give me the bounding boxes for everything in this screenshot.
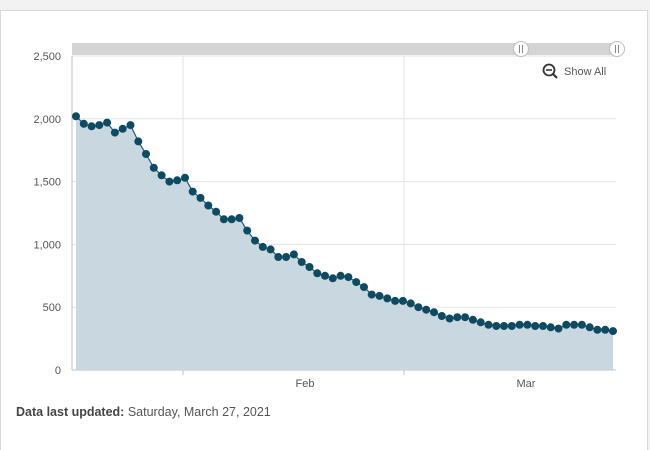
data-point[interactable]	[546, 323, 555, 332]
data-point[interactable]	[227, 215, 236, 224]
data-point[interactable]	[196, 193, 205, 202]
data-point[interactable]	[539, 322, 547, 330]
data-point[interactable]	[243, 226, 252, 235]
data-point[interactable]	[142, 150, 150, 158]
x-axis: Feb Mar	[182, 370, 536, 390]
data-point[interactable]	[72, 112, 80, 121]
data-point[interactable]	[251, 236, 259, 245]
data-point[interactable]	[398, 296, 407, 305]
y-tick-label: 1,500	[33, 177, 61, 189]
data-point[interactable]	[445, 314, 454, 323]
data-point[interactable]	[570, 320, 579, 329]
range-handle-left[interactable]	[513, 41, 529, 57]
data-point[interactable]	[110, 128, 119, 137]
y-axis: 0 500 1,000 1,500 2,000 2,500	[33, 51, 61, 377]
y-tick-label: 2,500	[33, 51, 61, 63]
last-updated-label: Data last updated:	[16, 405, 125, 419]
data-point[interactable]	[562, 320, 571, 329]
data-point[interactable]	[422, 305, 431, 314]
data-point[interactable]	[103, 118, 112, 127]
range-scrollbar[interactable]	[72, 43, 620, 55]
data-point[interactable]	[414, 303, 423, 312]
data-point[interactable]	[531, 322, 540, 330]
data-point[interactable]	[367, 290, 376, 299]
data-point[interactable]	[585, 323, 594, 332]
data-point[interactable]	[430, 308, 438, 317]
data-point[interactable]	[383, 294, 392, 303]
data-point[interactable]	[258, 242, 267, 251]
data-point[interactable]	[609, 327, 617, 336]
data-points	[72, 112, 617, 336]
data-point[interactable]	[219, 215, 228, 224]
data-point[interactable]	[453, 313, 462, 322]
data-point[interactable]	[126, 121, 135, 130]
y-tick-label: 1,000	[33, 239, 61, 251]
data-point[interactable]	[437, 312, 446, 320]
data-point[interactable]	[282, 253, 291, 261]
data-point[interactable]	[523, 320, 532, 329]
area-fill	[76, 116, 613, 370]
show-all-label[interactable]: Show All	[564, 66, 606, 78]
data-point[interactable]	[461, 313, 470, 322]
data-point[interactable]	[134, 137, 143, 146]
data-point[interactable]	[476, 318, 485, 327]
data-point[interactable]	[500, 322, 508, 330]
range-handle-right[interactable]	[609, 41, 625, 57]
data-point[interactable]	[484, 320, 493, 329]
data-point[interactable]	[95, 121, 104, 130]
data-point[interactable]	[289, 250, 298, 259]
data-point[interactable]	[297, 258, 306, 266]
y-tick-label: 500	[43, 302, 61, 314]
data-point[interactable]	[360, 283, 368, 292]
data-point[interactable]	[173, 176, 182, 185]
data-point[interactable]	[336, 271, 345, 280]
data-point[interactable]	[601, 325, 610, 334]
data-point[interactable]	[313, 269, 322, 278]
data-point[interactable]	[79, 119, 88, 128]
data-point[interactable]	[492, 322, 501, 330]
data-point[interactable]	[344, 273, 353, 282]
data-point[interactable]	[406, 299, 415, 308]
data-point[interactable]	[188, 187, 197, 196]
data-point[interactable]	[375, 291, 384, 300]
data-point[interactable]	[577, 320, 586, 329]
data-point[interactable]	[157, 171, 166, 180]
data-point[interactable]	[212, 207, 221, 216]
data-point[interactable]	[118, 124, 127, 133]
data-point[interactable]	[204, 201, 213, 210]
data-point[interactable]	[468, 315, 477, 324]
y-tick-label: 0	[55, 365, 61, 377]
data-point[interactable]	[391, 296, 400, 305]
data-point[interactable]	[266, 245, 275, 254]
last-updated-value: Saturday, March 27, 2021	[127, 405, 271, 419]
data-point[interactable]	[593, 325, 602, 334]
x-tick-label: Feb	[296, 378, 315, 390]
data-point[interactable]	[515, 320, 524, 329]
zoom-out-icon	[542, 63, 558, 79]
y-tick-label: 2,000	[33, 114, 61, 126]
data-point[interactable]	[181, 173, 189, 182]
top-strip	[0, 0, 650, 10]
data-point[interactable]	[235, 214, 244, 222]
data-point[interactable]	[274, 253, 283, 261]
data-point[interactable]	[149, 163, 158, 172]
x-tick-label: Mar	[517, 378, 536, 390]
data-point[interactable]	[328, 274, 337, 283]
data-point[interactable]	[352, 278, 361, 287]
last-updated: Data last updated: Saturday, March 27, 2…	[16, 405, 271, 419]
show-all-button[interactable]: Show All	[542, 63, 607, 79]
data-point[interactable]	[165, 177, 174, 186]
data-point[interactable]	[305, 263, 314, 271]
data-point[interactable]	[87, 122, 96, 131]
data-point[interactable]	[507, 322, 516, 330]
data-point[interactable]	[321, 271, 329, 280]
area-chart: 0 500 1,000 1,500 2,000 2,500 Feb Mar Show All	[33, 41, 625, 390]
data-point[interactable]	[554, 324, 563, 333]
